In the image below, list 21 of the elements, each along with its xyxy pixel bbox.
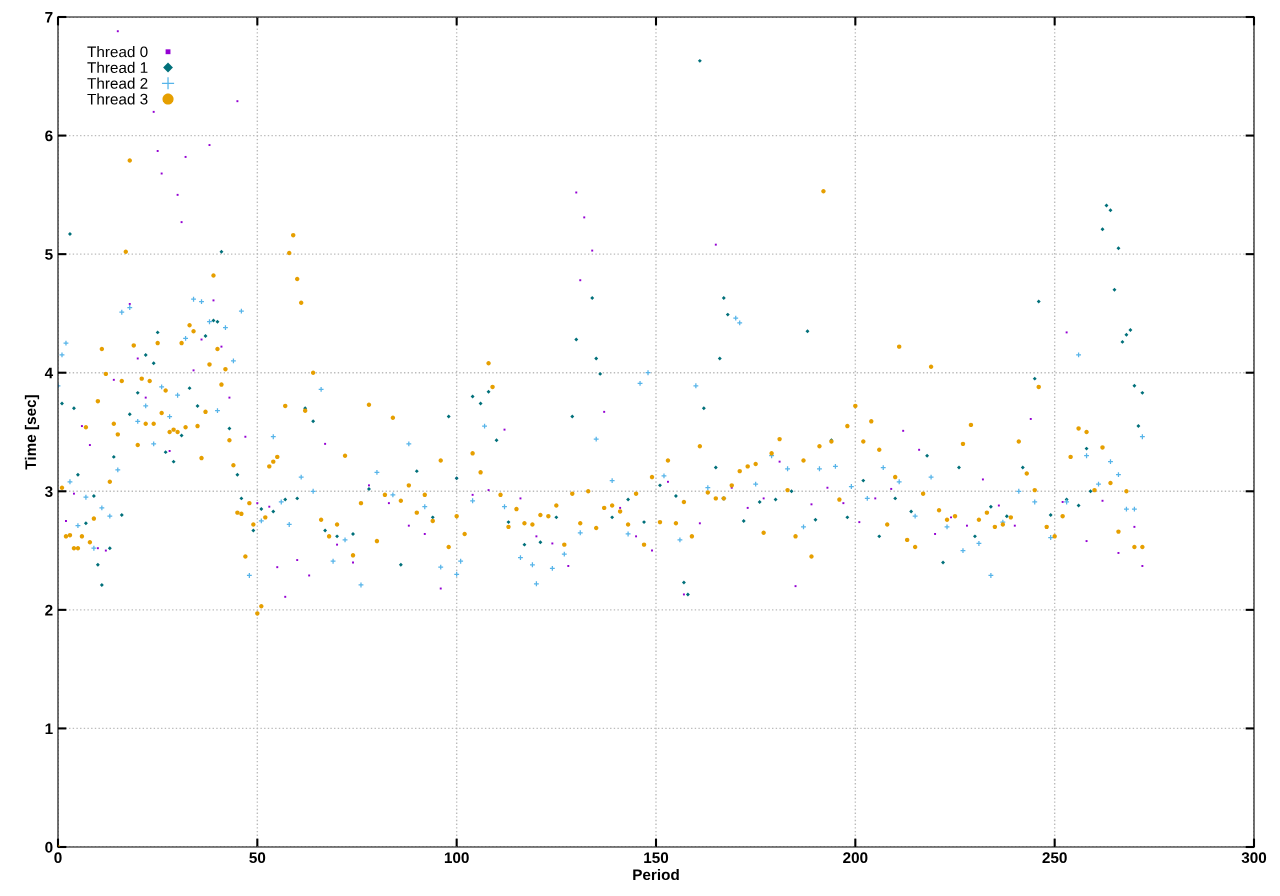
y-tick-label: 7 bbox=[45, 12, 53, 23]
x-tick-label: 100 bbox=[444, 852, 469, 864]
y-tick-label: 3 bbox=[44, 486, 53, 497]
y-tick-label: 6 bbox=[45, 130, 53, 142]
y-axis-title: Time [sec] bbox=[24, 395, 40, 470]
x-tick-label: 200 bbox=[843, 852, 868, 864]
x-tick-label: 250 bbox=[1042, 852, 1067, 864]
x-tick-label: 50 bbox=[249, 852, 266, 864]
y-tick-label: 2 bbox=[45, 604, 53, 616]
legend-label: Thread 3 bbox=[87, 93, 148, 105]
x-tick-label: 300 bbox=[1241, 852, 1267, 864]
legend-label: Thread 0 bbox=[87, 46, 148, 58]
y-tick-label: 4 bbox=[44, 367, 54, 379]
y-tick-label: 0 bbox=[45, 841, 53, 853]
legend-label: Thread 2 bbox=[87, 77, 148, 89]
y-tick-label: 1 bbox=[45, 723, 53, 734]
x-tick-label: 0 bbox=[54, 852, 62, 864]
x-tick-label: 150 bbox=[644, 852, 669, 864]
y-tick-label: 5 bbox=[45, 249, 53, 260]
legend-label: Thread 1 bbox=[87, 61, 148, 74]
x-axis-title: Period bbox=[633, 868, 679, 881]
